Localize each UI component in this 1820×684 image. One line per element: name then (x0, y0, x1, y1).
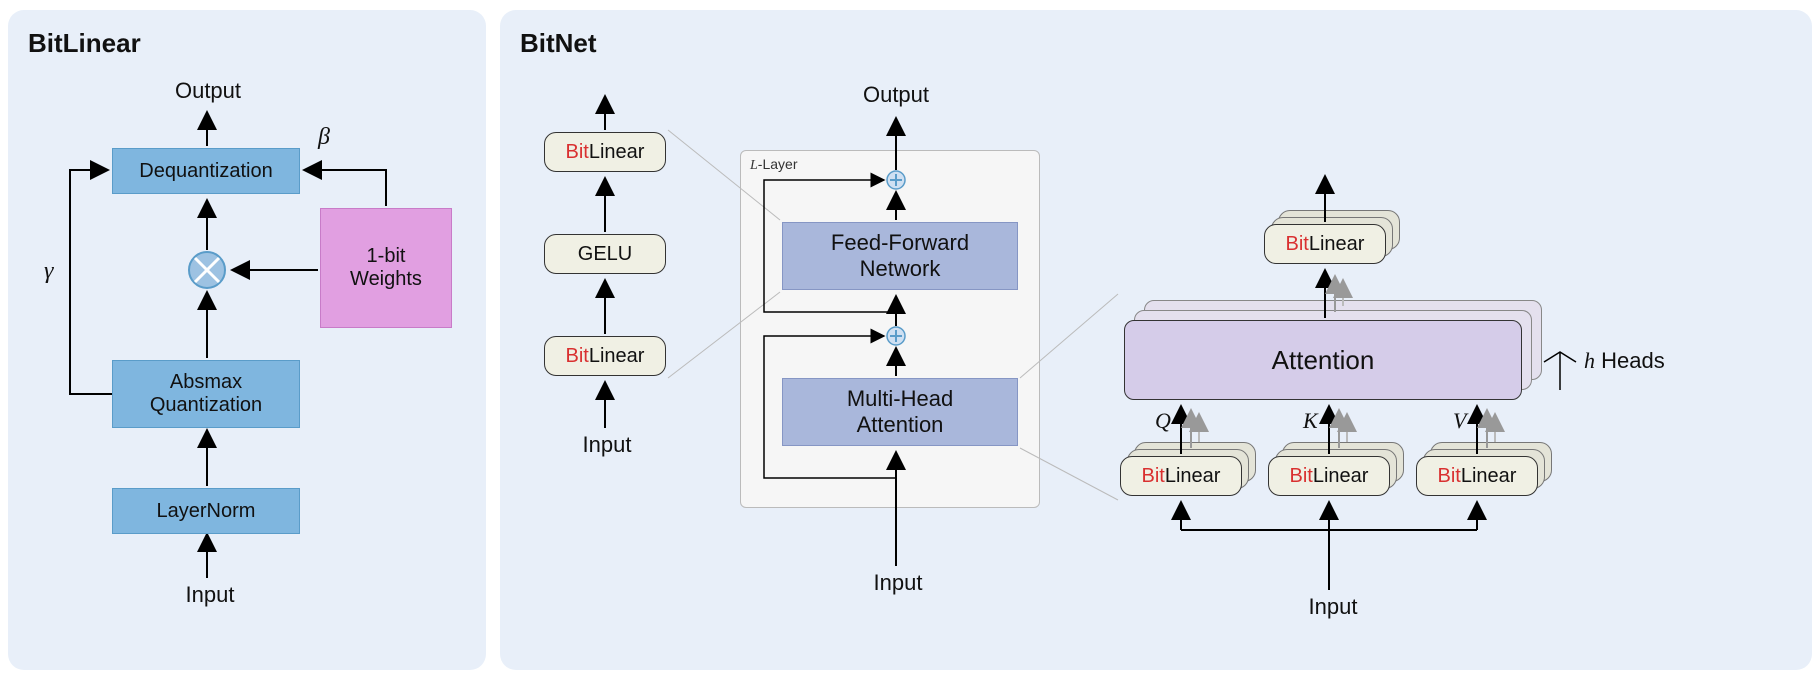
linear-suffix: Linear (589, 345, 645, 367)
v-label: V (1453, 408, 1466, 434)
linear-suffix: Linear (1461, 465, 1517, 487)
ffn-block: Feed-Forward Network (782, 222, 1018, 290)
k-bitlinear-pill: BitLinear (1268, 456, 1390, 496)
heads-h: h (1584, 348, 1595, 373)
gelu-pill: GELU (544, 234, 666, 274)
transformer-input-label: Input (858, 570, 938, 596)
bitnet-title: BitNet (520, 28, 597, 59)
linear-suffix: Linear (1309, 233, 1365, 255)
bit-prefix: Bit (566, 141, 589, 163)
q-label: Q (1155, 408, 1171, 434)
attn-top-bitlinear-pill: BitLinear (1264, 224, 1386, 264)
layernorm-block: LayerNorm (112, 488, 300, 534)
bit-prefix: Bit (1290, 465, 1313, 487)
bit-prefix: Bit (566, 345, 589, 367)
q-bitlinear-pill: BitLinear (1120, 456, 1242, 496)
attention-box: Attention (1124, 320, 1522, 400)
dequantization-block: Dequantization (112, 148, 300, 194)
linear-suffix: Linear (1313, 465, 1369, 487)
diagram-canvas: BitLinear BitNet Output Dequantization β… (0, 0, 1820, 684)
beta-label: β (318, 124, 330, 151)
ffn-top-bitlinear-pill: BitLinear (544, 132, 666, 172)
bitlinear-input-label: Input (160, 582, 260, 608)
l-layer-box (740, 150, 1040, 508)
bitlinear-title: BitLinear (28, 28, 141, 59)
linear-suffix: Linear (1165, 465, 1221, 487)
heads-label: h Heads (1584, 348, 1694, 374)
bitlinear-panel: BitLinear (8, 10, 486, 670)
output-label: Output (148, 78, 268, 104)
mha-block: Multi-Head Attention (782, 378, 1018, 446)
k-label: K (1303, 408, 1318, 434)
ffn-input-label: Input (572, 432, 642, 458)
attention-input-label: Input (1288, 594, 1378, 620)
v-bitlinear-pill: BitLinear (1416, 456, 1538, 496)
bit-prefix: Bit (1438, 465, 1461, 487)
transformer-output-label: Output (846, 82, 946, 108)
l-layer-label: L-Layer (750, 156, 797, 174)
gamma-label: γ (44, 258, 53, 285)
bit-prefix: Bit (1142, 465, 1165, 487)
ffn-bot-bitlinear-pill: BitLinear (544, 336, 666, 376)
weights-block: 1-bit Weights (320, 208, 452, 328)
absmax-block: Absmax Quantization (112, 360, 300, 428)
heads-text: Heads (1595, 348, 1665, 373)
linear-suffix: Linear (589, 141, 645, 163)
bit-prefix: Bit (1286, 233, 1309, 255)
